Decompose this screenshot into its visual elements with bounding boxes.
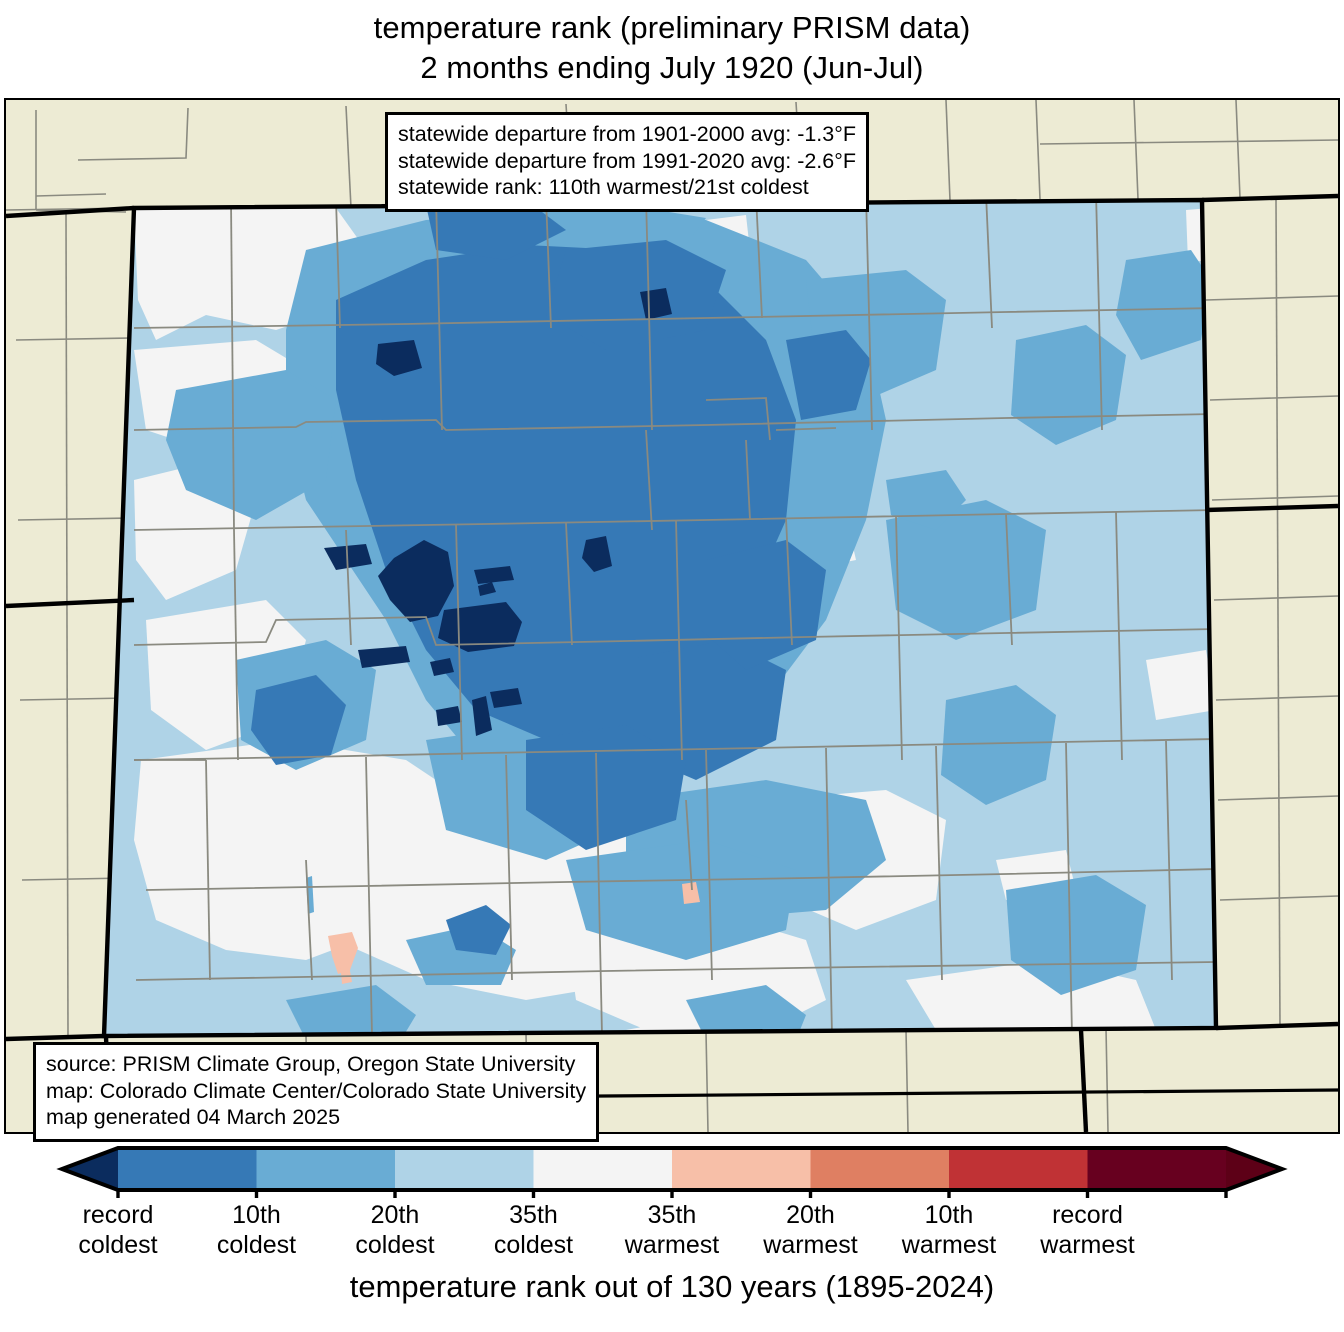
colorbar-label-top-1: 10th bbox=[232, 1201, 281, 1229]
county-boundaries bbox=[133, 200, 1216, 1036]
colorbar-label-4: 35th warmest bbox=[594, 1200, 750, 1260]
colorbar-label-bottom-7: warmest bbox=[1040, 1231, 1135, 1259]
colorbar-label-bottom-6: warmest bbox=[901, 1231, 997, 1259]
map-panel bbox=[4, 98, 1340, 1134]
colorbar-label-bottom-4: warmest bbox=[624, 1231, 720, 1259]
colorbar-cap-record-warmest bbox=[1226, 1148, 1282, 1190]
colorbar-label-top-0: record bbox=[82, 1201, 154, 1229]
map-author-line: map: Colorado Climate Center/Colorado St… bbox=[46, 1078, 587, 1103]
colorbar-label-top-6: 10th bbox=[924, 1201, 974, 1229]
colorbar-label-5: 20th warmest bbox=[733, 1200, 889, 1260]
colorbar-label-3: 35th coldest bbox=[456, 1200, 612, 1260]
colorbar-band-0 bbox=[118, 1148, 257, 1190]
title-line-1: temperature rank (preliminary PRISM data… bbox=[373, 10, 971, 45]
colorbar-cap-record-coldest bbox=[62, 1148, 118, 1190]
colorbar-band-6 bbox=[949, 1148, 1088, 1190]
colorbar-label-top-5: 20th bbox=[786, 1201, 835, 1229]
colorbar-label-7: record warmest bbox=[1010, 1200, 1166, 1260]
colorbar-label-top-4: 35th bbox=[647, 1201, 697, 1229]
colorbar-caption: temperature rank out of 130 years (1895-… bbox=[349, 1269, 995, 1304]
colorado-temperature-rank-map bbox=[6, 100, 1338, 1132]
stat-departure-1991-2020: statewide departure from 1991-2020 avg: … bbox=[398, 148, 856, 173]
colorbar-band-2 bbox=[395, 1148, 534, 1190]
stat-departure-1901-2000: statewide departure from 1901-2000 avg: … bbox=[398, 122, 856, 146]
colorbar-label-bottom-2: coldest bbox=[355, 1231, 435, 1259]
page-title: temperature rank (preliminary PRISM data… bbox=[0, 8, 1344, 88]
stat-statewide-rank: statewide rank: 110th warmest/21st colde… bbox=[398, 175, 809, 199]
map-generated-line: map generated 04 March 2025 bbox=[46, 1105, 341, 1129]
rank-raster bbox=[104, 200, 1216, 1036]
colorbar-legend: record coldest 10th coldest 20th coldest 35th c… bbox=[0, 1142, 1344, 1332]
colorbar-band-4 bbox=[672, 1148, 811, 1190]
colorbar-swatches bbox=[56, 1146, 1288, 1198]
colorbar-label-2: 20th coldest bbox=[317, 1200, 473, 1260]
title-line-2: 2 months ending July 1920 (Jun-Jul) bbox=[420, 50, 924, 85]
colorbar-band-5 bbox=[810, 1148, 949, 1190]
colorbar-label-top-7: record bbox=[1052, 1201, 1123, 1229]
colorbar-label-bottom-1: coldest bbox=[216, 1231, 297, 1259]
colorbar-label-0: record coldest bbox=[40, 1200, 196, 1260]
colorbar-band-7 bbox=[1087, 1148, 1226, 1190]
colorbar-label-1: 10th coldest bbox=[179, 1200, 335, 1260]
colorbar-band-1 bbox=[256, 1148, 395, 1190]
source-attribution-box: source: PRISM Climate Group, Oregon Stat… bbox=[33, 1042, 600, 1142]
colorbar-label-bottom-0: coldest bbox=[78, 1231, 158, 1259]
source-line: source: PRISM Climate Group, Oregon Stat… bbox=[46, 1052, 576, 1076]
colorbar-label-bottom-3: coldest bbox=[493, 1231, 574, 1259]
colorbar-label-6: 10th warmest bbox=[871, 1200, 1027, 1260]
colorbar-label-top-3: 35th bbox=[509, 1201, 558, 1229]
colorbar-label-bottom-5: warmest bbox=[763, 1231, 858, 1259]
colorbar-label-top-2: 20th bbox=[370, 1201, 420, 1229]
colorbar-tick-labels: record coldest 10th coldest 20th coldest 35th c… bbox=[0, 1200, 1344, 1270]
statistics-box: statewide departure from 1901-2000 avg: … bbox=[385, 112, 869, 212]
colorbar-band-3 bbox=[533, 1148, 672, 1190]
